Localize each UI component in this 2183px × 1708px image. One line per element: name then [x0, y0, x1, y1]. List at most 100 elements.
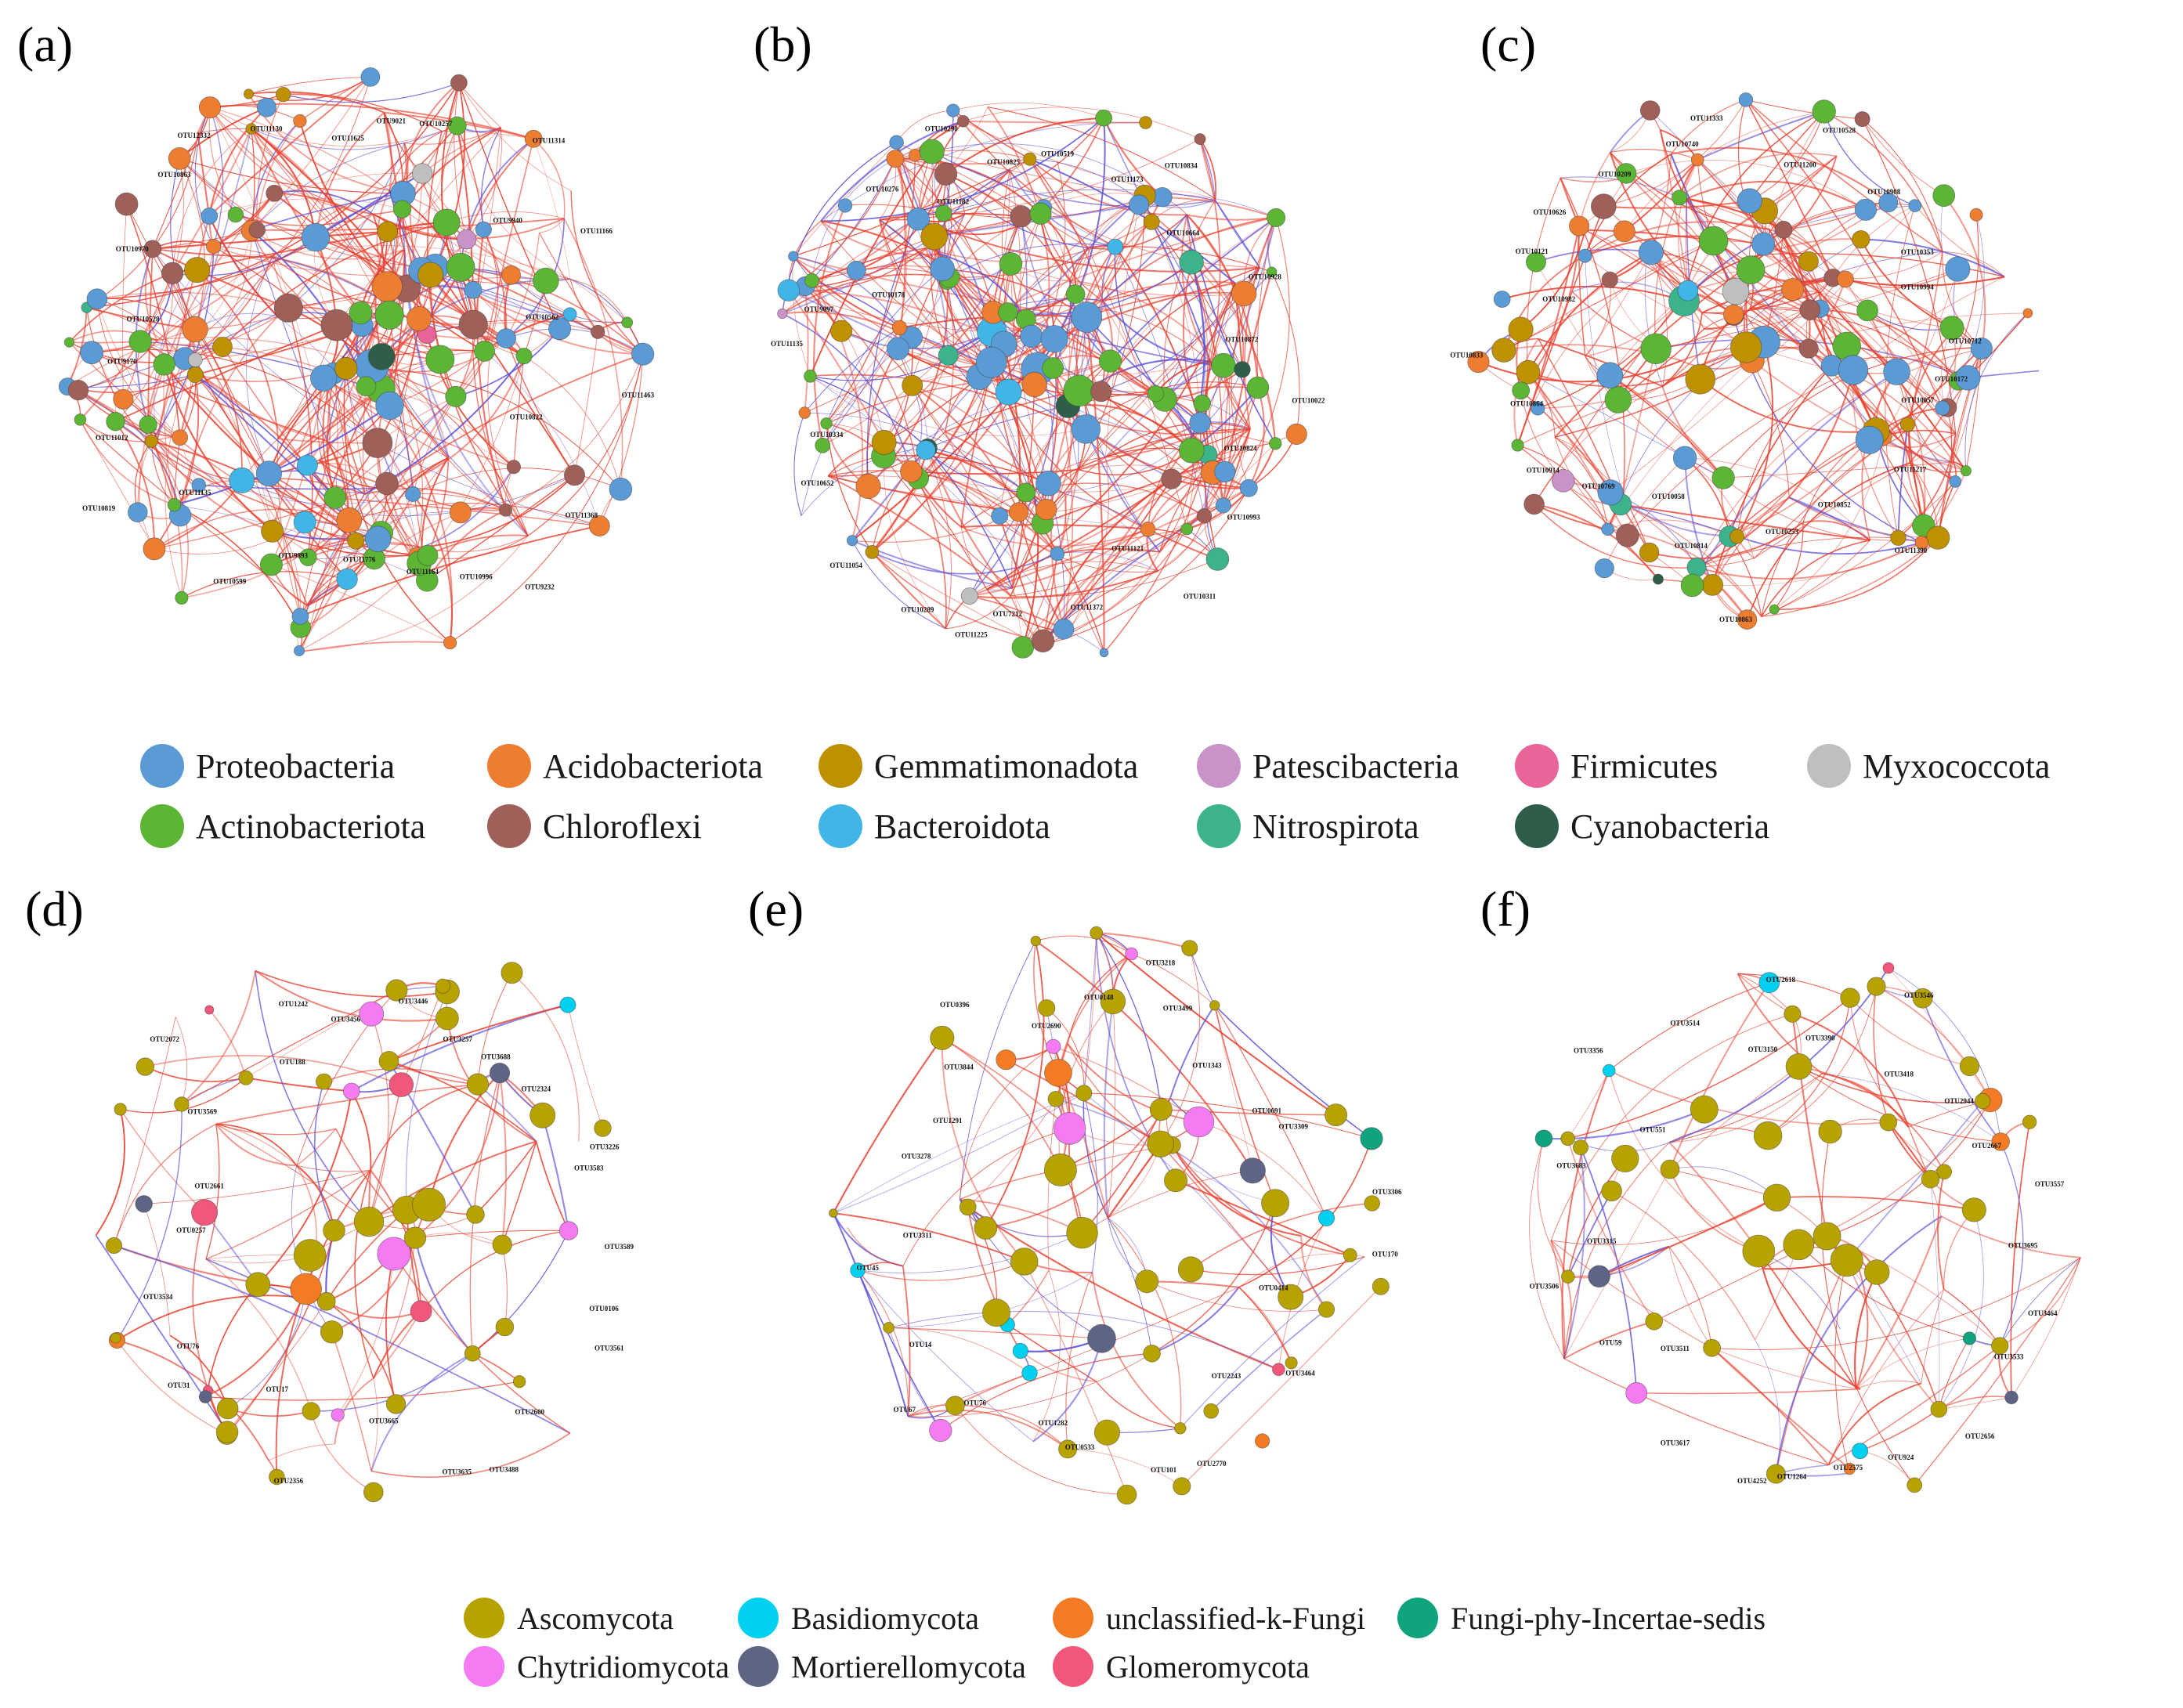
negative-edge: [833, 1212, 904, 1267]
legend-label: Chloroflexi: [543, 807, 702, 846]
positive-edge: [573, 331, 598, 475]
otu-node: [375, 391, 404, 421]
otu-node: [1193, 394, 1211, 413]
positive-edge: [181, 970, 257, 1105]
otu-label: OTU10872: [1225, 335, 1259, 343]
legend-label: Acidobacteriota: [543, 747, 763, 785]
otu-node: [1949, 475, 1962, 488]
otu-label: OTU3635: [442, 1468, 472, 1475]
otu-node: [512, 1374, 526, 1388]
otu-node: [464, 280, 483, 299]
otu-node: [1560, 1131, 1575, 1146]
positive-edge: [1611, 1190, 1756, 1341]
edge-layer: [1529, 967, 2081, 1486]
negative-edge: [1527, 371, 1724, 478]
legend-label: unclassified-k-Fungi: [1106, 1601, 1365, 1636]
otu-node: [1813, 1222, 1841, 1251]
otu-node: [1087, 1323, 1116, 1353]
positive-edge: [1300, 1236, 1328, 1310]
otu-node: [1879, 1113, 1898, 1132]
otu-node: [1246, 376, 1270, 399]
positive-edge: [441, 125, 460, 266]
positive-edge: [114, 1016, 176, 1246]
otu-label: OTU10819: [82, 504, 116, 512]
legend-label: Fungi-phy-Incertae-sedis: [1451, 1601, 1766, 1636]
otu-node: [1161, 468, 1182, 489]
positive-edge: [1603, 457, 1686, 569]
legend-item-firmicutes: Firmicutes: [1515, 744, 1718, 788]
otu-node: [316, 1291, 336, 1311]
positive-edge: [317, 377, 336, 498]
positive-edge: [782, 273, 950, 315]
otu-node: [290, 1273, 323, 1305]
positive-edge: [1096, 1381, 1180, 1429]
otu-label: OTU3257: [443, 1035, 472, 1043]
positive-edge: [963, 107, 1201, 139]
positive-edge: [117, 1339, 269, 1461]
positive-edge: [1584, 153, 1672, 256]
positive-edge: [1751, 360, 1790, 498]
otu-node: [1147, 1130, 1174, 1158]
otu-label: OTU3311: [903, 1232, 933, 1240]
otu-node: [1686, 558, 1707, 578]
legend-item-fungi-incertae-sedis: Fungi-phy-Incertae-sedis: [1397, 1598, 1766, 1638]
positive-edge: [1852, 276, 2005, 370]
negative-edge: [255, 970, 370, 1222]
otu-node: [1854, 198, 1877, 221]
positive-edge: [163, 364, 175, 505]
positive-edge: [205, 1258, 312, 1412]
positive-edge: [902, 1128, 1070, 1266]
otu-node: [1020, 324, 1043, 348]
otu-node: [261, 519, 284, 543]
negative-edge: [150, 246, 215, 442]
network-panel-d: OTU3589 OTU0106 OTU3561 OTU2600 OTU3488 OTU36…: [95, 962, 634, 1503]
otu-node: [1030, 935, 1042, 947]
positive-edge: [307, 318, 420, 558]
positive-edge: [1723, 461, 1953, 478]
positive-edge: [883, 455, 1049, 484]
positive-edge: [343, 368, 451, 644]
otu-node: [609, 477, 633, 501]
positive-edge: [334, 1378, 374, 1444]
otu-node: [114, 192, 139, 216]
otu-node: [957, 115, 970, 128]
otu-node: [161, 262, 184, 285]
positive-edge: [389, 1004, 569, 1062]
positive-edge: [1854, 1272, 1878, 1389]
otu-node: [377, 1237, 411, 1271]
positive-edge: [215, 1123, 370, 1222]
otu-label: OTU0257: [176, 1226, 206, 1234]
otu-label: OTU10824: [1224, 444, 1258, 452]
negative-edge: [1055, 1098, 1328, 1310]
otu-node: [296, 454, 318, 476]
otu-node: [167, 498, 182, 512]
otu-node: [1231, 280, 1257, 307]
positive-edge: [1669, 1066, 1799, 1170]
otu-node: [946, 103, 960, 117]
positive-edge: [349, 503, 600, 526]
positive-edge: [1669, 1073, 1823, 1143]
otu-label: OTU0148: [1084, 993, 1114, 1001]
positive-edge: [1845, 268, 1958, 288]
otu-label: OTU3464: [2028, 1309, 2058, 1317]
legend-label: Glomeromycota: [1106, 1649, 1310, 1685]
otu-node: [1854, 111, 1870, 128]
otu-node: [1183, 1106, 1215, 1138]
positive-edge: [533, 139, 571, 280]
otu-node: [1143, 1345, 1161, 1363]
otu-label: OTU3617: [1661, 1439, 1690, 1446]
positive-edge: [1671, 146, 1889, 204]
otu-label: OTU11333: [1690, 114, 1723, 122]
legend-swatch: [738, 1646, 779, 1687]
positive-edge: [1849, 1245, 2000, 1346]
positive-edge: [1158, 428, 1251, 553]
positive-edge: [255, 970, 448, 1022]
otu-node: [1729, 331, 1762, 363]
positive-edge: [1822, 1072, 1910, 1128]
positive-edge: [227, 1407, 312, 1417]
positive-edge: [345, 368, 378, 540]
otu-node: [227, 206, 244, 223]
negative-edge: [480, 127, 502, 230]
otu-node: [548, 317, 572, 341]
positive-edge: [1007, 207, 1045, 403]
